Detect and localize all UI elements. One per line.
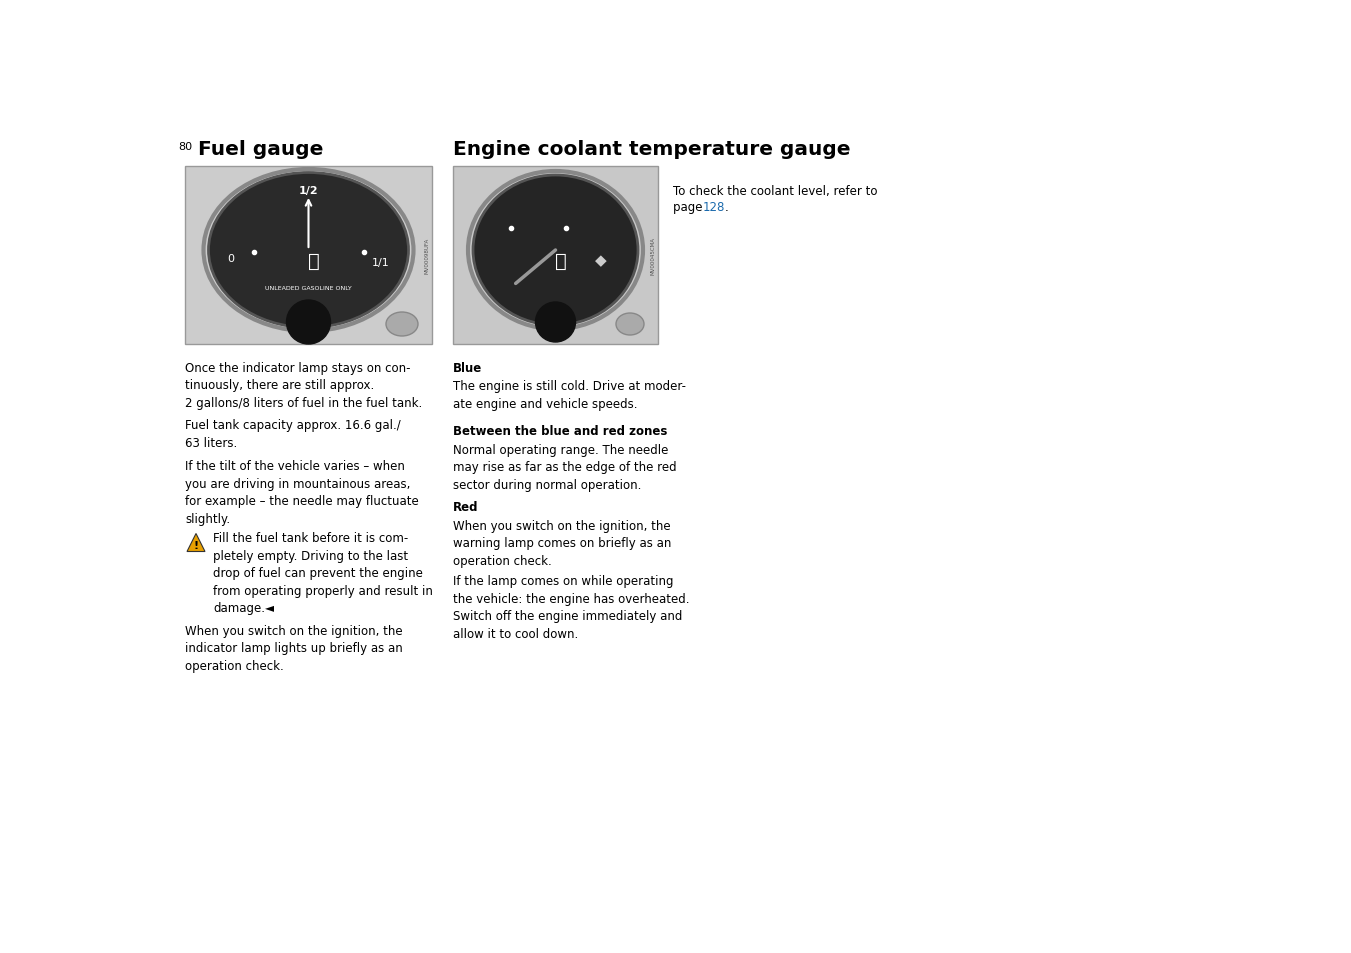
Text: Fill the fuel tank before it is com-
pletely empty. Driving to the last
drop of : Fill the fuel tank before it is com- ple… (213, 532, 432, 615)
Text: .: . (725, 201, 728, 213)
Ellipse shape (208, 173, 408, 328)
Text: 1/2: 1/2 (299, 186, 319, 195)
Text: 128: 128 (703, 201, 725, 213)
Polygon shape (186, 534, 205, 552)
Text: Fuel gauge: Fuel gauge (199, 140, 323, 159)
Circle shape (535, 303, 576, 343)
Text: If the tilt of the vehicle varies – when
you are driving in mountainous areas,
f: If the tilt of the vehicle varies – when… (185, 460, 419, 525)
Text: ⍨: ⍨ (555, 252, 566, 271)
Text: If the lamp comes on while operating
the vehicle: the engine has overheated.
Swi: If the lamp comes on while operating the… (453, 575, 689, 640)
Text: UNLEADED GASOLINE ONLY: UNLEADED GASOLINE ONLY (265, 286, 351, 292)
FancyBboxPatch shape (185, 167, 432, 345)
Text: !: ! (193, 540, 199, 550)
Ellipse shape (386, 313, 417, 336)
Text: Once the indicator lamp stays on con-
tinuously, there are still approx.
2 gallo: Once the indicator lamp stays on con- ti… (185, 361, 423, 410)
Text: 1/1: 1/1 (372, 257, 389, 268)
Text: Engine coolant temperature gauge: Engine coolant temperature gauge (453, 140, 851, 159)
Text: MV00045CMA: MV00045CMA (650, 236, 655, 274)
Text: Between the blue and red zones: Between the blue and red zones (453, 425, 667, 438)
Text: ⛽: ⛽ (308, 252, 319, 271)
Text: When you switch on the ignition, the
warning lamp comes on briefly as an
operati: When you switch on the ignition, the war… (453, 519, 671, 567)
Text: Fuel tank capacity approx. 16.6 gal./
63 liters.: Fuel tank capacity approx. 16.6 gal./ 63… (185, 419, 401, 450)
Text: 80: 80 (178, 142, 192, 152)
Ellipse shape (473, 175, 638, 326)
Text: When you switch on the ignition, the
indicator lamp lights up briefly as an
oper: When you switch on the ignition, the ind… (185, 624, 403, 672)
Circle shape (286, 301, 331, 345)
Text: Blue: Blue (453, 361, 482, 375)
Text: The engine is still cold. Drive at moder-
ate engine and vehicle speeds.: The engine is still cold. Drive at moder… (453, 380, 686, 411)
Text: ◆: ◆ (594, 253, 607, 268)
Text: Red: Red (453, 501, 478, 514)
Text: 0: 0 (227, 253, 234, 264)
Text: MV00098UFA: MV00098UFA (424, 237, 430, 274)
Text: page: page (673, 201, 707, 213)
Text: Normal operating range. The needle
may rise as far as the edge of the red
sector: Normal operating range. The needle may r… (453, 443, 677, 492)
Ellipse shape (616, 314, 644, 335)
Text: To check the coolant level, refer to: To check the coolant level, refer to (673, 185, 878, 198)
FancyBboxPatch shape (453, 167, 658, 345)
